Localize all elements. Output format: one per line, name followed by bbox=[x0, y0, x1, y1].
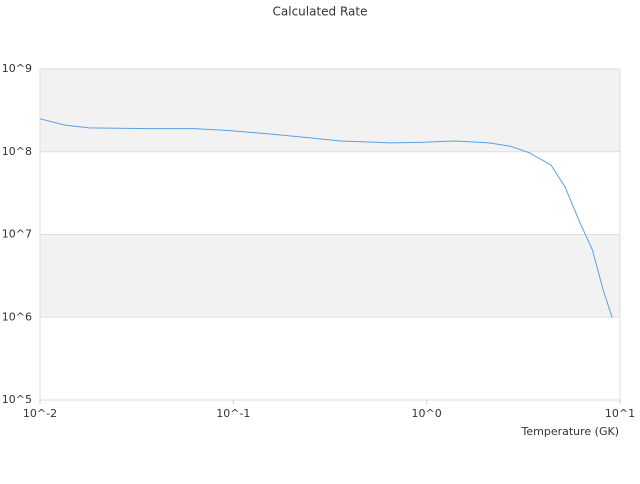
line bbox=[39, 118, 613, 318]
x-tick-label: 10^1 bbox=[605, 407, 635, 420]
x-tick-label: 10^0 bbox=[412, 407, 442, 420]
y-tick-label: 10^7 bbox=[2, 228, 32, 241]
y-tick-label: 10^9 bbox=[2, 62, 32, 75]
band bbox=[40, 151, 620, 235]
y-tick-label: 10^6 bbox=[2, 310, 32, 323]
band bbox=[40, 234, 620, 318]
x-axis-label: Temperature (GK) bbox=[521, 425, 620, 438]
y-tick-label: 10^5 bbox=[2, 393, 32, 406]
x-tick-label: 10^-2 bbox=[23, 407, 57, 420]
x-tick-label: 10^-1 bbox=[216, 407, 250, 420]
band bbox=[40, 317, 620, 400]
band bbox=[40, 69, 620, 152]
y-tick-label: 10^8 bbox=[2, 145, 32, 158]
chart-title: Calculated Rate bbox=[273, 5, 368, 19]
